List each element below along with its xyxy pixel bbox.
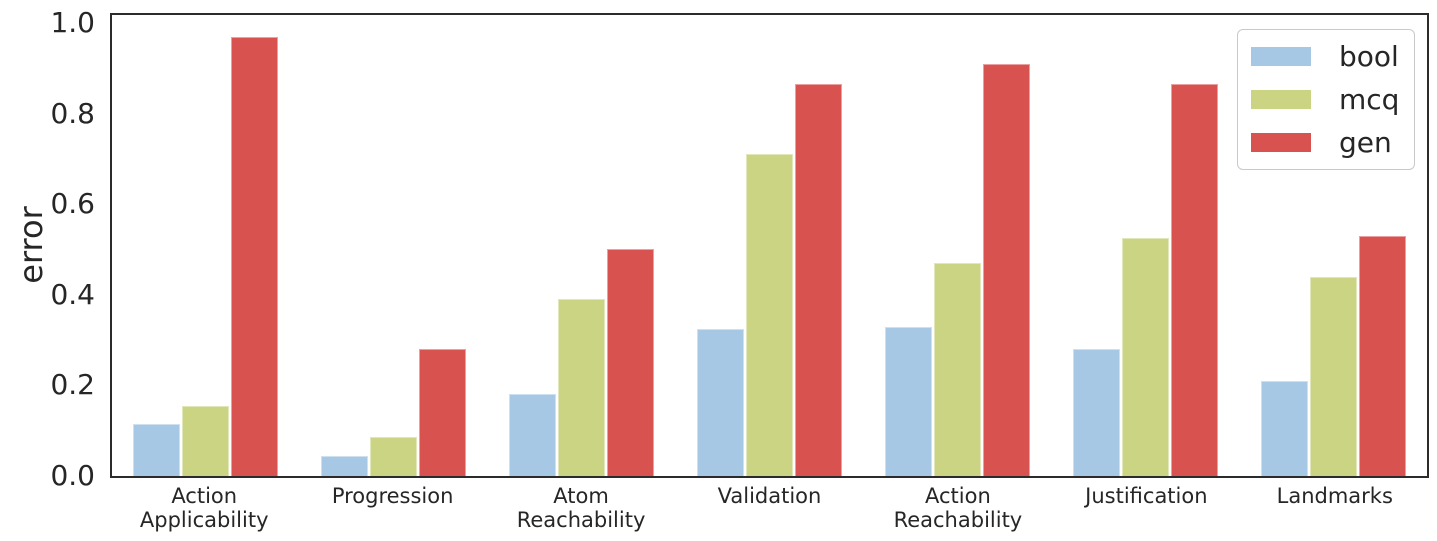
bar-gen xyxy=(419,349,467,476)
legend-label: gen xyxy=(1339,126,1392,159)
bar-group xyxy=(676,15,864,476)
legend-item-bool: bool xyxy=(1251,41,1402,72)
bar-bool xyxy=(1072,349,1120,476)
bar-gen xyxy=(1170,84,1218,476)
y-tick-label: 0.0 xyxy=(50,459,95,492)
bar-mcq xyxy=(746,154,793,476)
x-tick-label: Atom Reachability xyxy=(516,484,646,532)
bar-bool xyxy=(321,456,369,476)
bar-group xyxy=(863,15,1051,476)
bar-group xyxy=(112,15,300,476)
bar-mcq xyxy=(933,263,981,476)
x-tick-label: Action Reachability xyxy=(893,484,1023,532)
bar-mcq xyxy=(558,299,606,476)
bar-gen xyxy=(607,249,655,476)
bar-mcq xyxy=(370,437,418,476)
y-tick-label: 0.6 xyxy=(50,187,95,221)
x-tick-label: Action Applicability xyxy=(139,484,269,532)
bar-groups xyxy=(112,15,1427,476)
legend-label: mcq xyxy=(1339,83,1400,116)
bar-bool xyxy=(133,424,181,476)
y-tick-label: 0.4 xyxy=(50,277,95,311)
bar-bool xyxy=(697,329,744,476)
y-tick-label: 0.8 xyxy=(50,96,95,130)
bar-bool xyxy=(1260,381,1308,476)
x-tick-label: Validation xyxy=(717,484,822,508)
legend-swatch-mcq xyxy=(1251,90,1311,109)
bar-group xyxy=(1239,15,1427,476)
x-tick-label: Justification xyxy=(1085,484,1208,508)
legend: bool mcq gen xyxy=(1237,29,1415,170)
legend-label: bool xyxy=(1339,40,1399,73)
bar-gen xyxy=(795,84,842,476)
bar-bool xyxy=(509,394,557,476)
bar-group xyxy=(1051,15,1239,476)
x-tick-label: Landmarks xyxy=(1276,484,1393,508)
bar-bool xyxy=(884,327,932,476)
y-tick-label: 1.0 xyxy=(50,6,95,39)
bar-mcq xyxy=(1309,277,1357,476)
bar-gen xyxy=(231,37,279,476)
plot-area xyxy=(110,13,1429,478)
legend-swatch-bool xyxy=(1251,47,1311,66)
bar-group xyxy=(300,15,488,476)
bar-group xyxy=(488,15,676,476)
y-tick-label: 0.2 xyxy=(50,368,95,402)
bar-mcq xyxy=(182,406,230,476)
bar-gen xyxy=(982,64,1030,476)
x-tick-label: Progression xyxy=(331,484,454,508)
legend-item-mcq: mcq xyxy=(1251,84,1402,115)
legend-swatch-gen xyxy=(1251,133,1311,152)
legend-item-gen: gen xyxy=(1251,127,1402,158)
bar-mcq xyxy=(1121,238,1169,476)
bar-gen xyxy=(1358,236,1406,476)
